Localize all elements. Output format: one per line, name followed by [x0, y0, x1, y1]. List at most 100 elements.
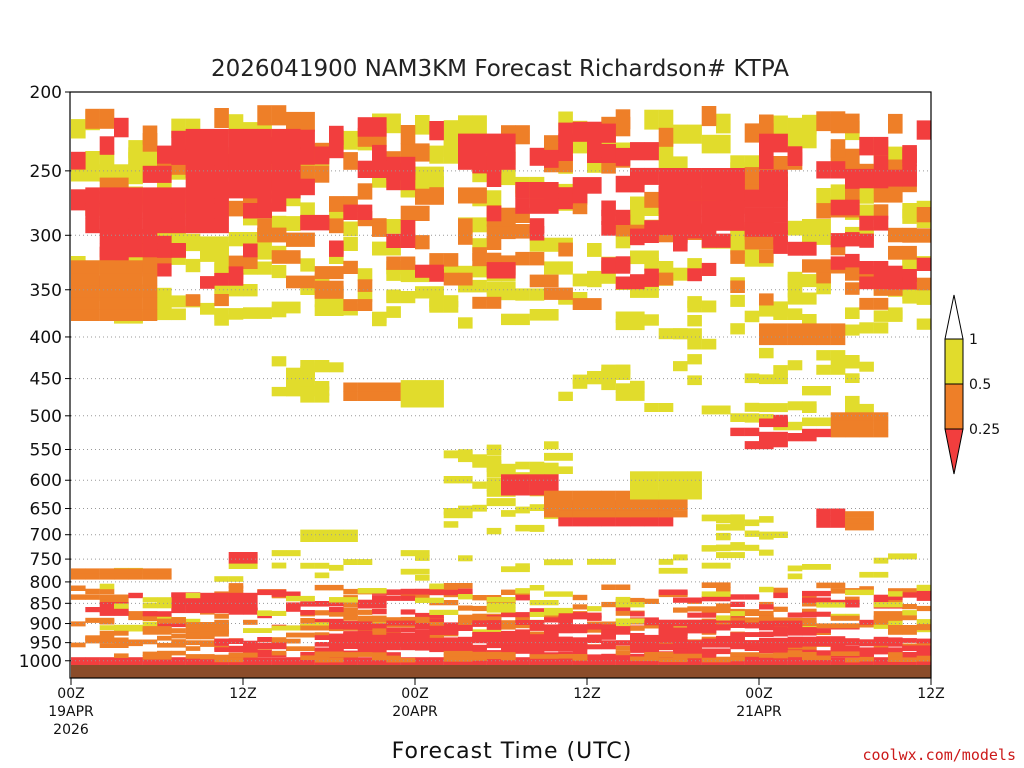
ri-cell-orange — [458, 653, 473, 659]
ri-cell-orange — [615, 584, 631, 590]
ri-cell-red — [773, 439, 788, 448]
ri-cell-red — [859, 261, 874, 275]
ri-cell-red — [257, 661, 272, 666]
ri-cell-orange — [830, 323, 846, 335]
ri-cell-red — [902, 645, 917, 651]
ri-cell-red — [687, 612, 702, 618]
ri-cell-red — [802, 590, 817, 597]
ri-cell-yellow — [314, 304, 330, 316]
ri-cell-red — [515, 633, 530, 639]
ri-cell-yellow — [873, 623, 889, 629]
ri-cell-red — [486, 657, 502, 662]
ri-cell-yellow — [658, 492, 674, 500]
ri-cell-red — [787, 630, 803, 636]
ri-cell-yellow — [271, 610, 287, 616]
ri-cell-yellow — [587, 558, 602, 565]
ri-cell-orange — [716, 607, 731, 614]
ri-cell-yellow — [802, 129, 817, 149]
ri-cell-orange — [142, 616, 158, 622]
ri-cell-yellow — [529, 600, 545, 606]
ri-cell-orange — [472, 595, 487, 601]
ri-cell-red — [830, 636, 846, 641]
ri-cell-yellow — [300, 371, 315, 382]
ri-cell-orange — [357, 183, 373, 200]
ri-cell-red — [888, 637, 903, 643]
x-tick-date: 19APR — [48, 704, 94, 720]
ri-cell-red — [243, 557, 258, 564]
ri-cell-yellow — [501, 168, 516, 186]
ri-cell-red — [916, 120, 932, 140]
ri-cell-red — [243, 650, 258, 655]
ri-cell-orange — [873, 429, 889, 438]
ri-cell-orange — [228, 657, 244, 663]
ri-cell-orange — [845, 267, 860, 281]
ri-cell-orange — [243, 652, 258, 658]
ri-cell-red — [859, 215, 874, 231]
ri-cell-red — [816, 161, 831, 179]
ri-cell-orange — [472, 655, 487, 660]
ri-cell-orange — [615, 504, 631, 511]
ri-cell-yellow — [501, 498, 516, 506]
ri-cell-yellow — [859, 361, 874, 372]
ri-cell-yellow — [501, 602, 516, 609]
ri-cell-yellow — [558, 452, 573, 461]
ri-cell-yellow — [128, 626, 143, 632]
ri-cell-red — [157, 203, 172, 219]
ri-cell-orange — [759, 249, 774, 264]
ri-cell-yellow — [214, 242, 229, 257]
ri-cell-red — [357, 647, 373, 652]
x-tick-label: 12Z — [917, 686, 944, 702]
ri-cell-yellow — [615, 311, 631, 323]
ri-cell-orange — [114, 643, 129, 648]
ri-cell-red — [759, 191, 774, 208]
ri-cell-red — [343, 631, 358, 636]
ri-cell-orange — [443, 272, 459, 286]
ri-cell-red — [529, 657, 545, 662]
ri-cell-orange — [859, 420, 874, 430]
ri-cell-red — [658, 636, 674, 641]
ri-cell-red — [443, 630, 459, 635]
ri-cell-yellow — [673, 267, 688, 281]
ri-cell-red — [529, 488, 545, 496]
ri-cell-yellow — [501, 281, 516, 295]
ri-cell-yellow — [515, 288, 530, 301]
ri-cell-red — [214, 272, 229, 286]
ri-cell-yellow — [687, 485, 702, 493]
ri-cell-red — [673, 650, 688, 656]
ri-cell-orange — [730, 656, 745, 662]
ri-cell-red — [515, 620, 530, 625]
ri-cell-orange — [816, 111, 831, 132]
ri-cell-red — [601, 144, 616, 163]
ri-cell-red — [71, 657, 86, 662]
ri-cell-red — [802, 428, 817, 438]
ri-cell-yellow — [759, 403, 774, 413]
ri-cell-yellow — [658, 328, 674, 340]
ri-cell-orange — [644, 652, 659, 657]
ri-cell-orange — [171, 642, 186, 648]
ri-cell-red — [515, 182, 530, 199]
ri-cell-red — [644, 167, 659, 185]
ri-cell-orange — [916, 625, 932, 631]
ri-cell-yellow — [615, 318, 631, 331]
ri-cell-yellow — [429, 300, 444, 313]
ri-cell-orange — [142, 285, 158, 298]
ri-cell-yellow — [286, 386, 301, 397]
ri-cell-yellow — [343, 559, 358, 565]
ri-cell-yellow — [443, 609, 459, 615]
ri-cell-yellow — [673, 492, 688, 500]
ri-cell-red — [558, 661, 573, 666]
ri-cell-yellow — [902, 553, 917, 560]
ri-cell-orange — [845, 420, 860, 430]
ri-cell-orange — [357, 609, 373, 615]
ri-cell-red — [529, 634, 545, 639]
ri-cell-red — [587, 644, 602, 650]
ri-cell-orange — [773, 617, 788, 623]
ri-cell-orange — [157, 568, 172, 575]
ri-cell-red — [773, 621, 788, 627]
ri-cell-red — [544, 629, 559, 635]
ri-cell-yellow — [443, 476, 459, 484]
ri-cell-yellow — [701, 134, 717, 154]
ri-cell-orange — [386, 382, 401, 392]
ri-cell-red — [544, 646, 559, 652]
ri-cell-red — [200, 128, 215, 148]
